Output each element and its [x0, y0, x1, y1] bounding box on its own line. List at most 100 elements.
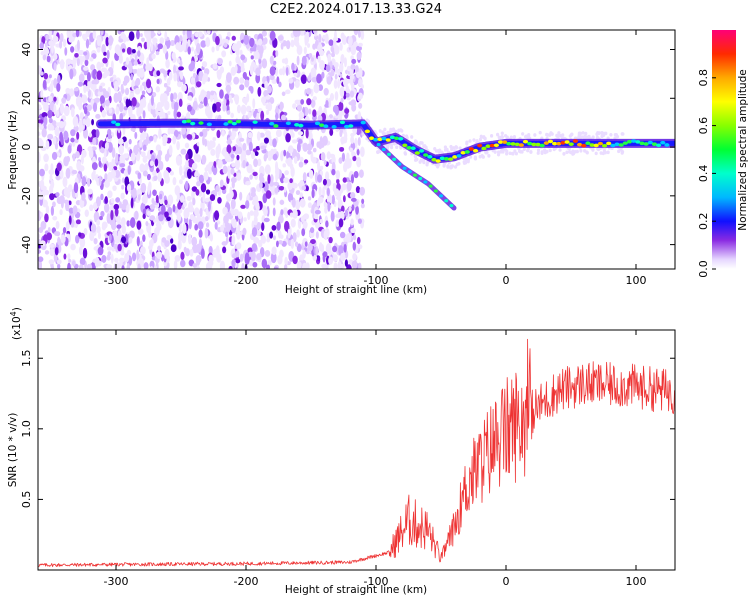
noise-speck — [173, 259, 178, 269]
noise-speck — [45, 140, 50, 150]
noise-speck — [38, 139, 44, 149]
noise-speck — [200, 40, 207, 48]
noise-speck — [283, 264, 288, 269]
noise-speck — [59, 33, 64, 43]
colorbar-tick-label: 0.2 — [697, 212, 710, 230]
noise-speck — [251, 220, 255, 230]
faint-speck — [556, 133, 560, 138]
signal-hotspot — [431, 157, 437, 162]
signal-hotspot — [331, 125, 337, 129]
noise-speck — [91, 79, 97, 85]
noise-speck — [157, 30, 161, 35]
noise-speck — [171, 51, 176, 60]
faint-speck — [468, 139, 472, 143]
noise-speck — [292, 232, 297, 243]
noise-speck — [242, 227, 247, 236]
noise-speck — [72, 205, 78, 215]
noise-speck — [75, 219, 81, 225]
noise-speck — [305, 128, 309, 139]
noise-speck — [325, 243, 332, 255]
noise-speck — [335, 219, 340, 227]
noise-speck — [340, 136, 344, 145]
noise-speck — [201, 154, 207, 165]
noise-speck — [170, 238, 174, 244]
noise-speck — [64, 47, 68, 56]
signal-hotspot — [273, 124, 279, 128]
secondary-hotspot — [444, 199, 449, 203]
noise-speck — [178, 98, 183, 107]
noise-speck — [98, 175, 102, 187]
noise-speck — [258, 181, 263, 189]
signal-hotspot — [294, 123, 300, 127]
signal-hotspot — [510, 142, 516, 146]
faint-speck — [548, 148, 552, 153]
noise-speck — [104, 179, 110, 188]
noise-speck — [334, 73, 338, 80]
snr-x-tick-label: 100 — [626, 575, 647, 588]
signal-hotspot — [502, 140, 508, 144]
signal-hotspot — [373, 137, 379, 142]
noise-speck — [130, 152, 136, 162]
noise-speck — [242, 159, 247, 169]
noise-speck — [333, 61, 339, 68]
noise-speck — [155, 252, 162, 259]
noise-speck — [288, 77, 294, 84]
noise-speck — [159, 68, 166, 73]
noise-speck — [290, 218, 296, 228]
noise-speck — [216, 253, 222, 263]
noise-speck — [290, 131, 295, 138]
noise-speck — [203, 96, 208, 107]
faint-speck — [381, 130, 385, 135]
noise-speck — [146, 57, 150, 67]
faint-speck — [620, 150, 625, 154]
noise-speck — [351, 260, 358, 269]
faint-speck — [579, 135, 583, 140]
noise-speck — [311, 188, 315, 199]
noise-speck — [76, 58, 80, 67]
noise-speck — [79, 257, 86, 266]
noise-speck — [106, 254, 111, 261]
noise-speck — [120, 83, 124, 93]
noise-speck — [164, 153, 170, 162]
noise-speck — [86, 177, 91, 187]
signal-hotspot — [339, 120, 346, 125]
noise-speck — [131, 48, 136, 54]
noise-speck — [230, 99, 234, 104]
noise-speck — [264, 164, 271, 175]
faint-speck — [567, 149, 572, 154]
noise-speck — [331, 168, 336, 176]
noise-speck — [360, 146, 365, 158]
noise-speck — [209, 233, 214, 242]
faint-speck — [480, 153, 484, 158]
faint-speck — [508, 151, 512, 156]
noise-speck — [130, 217, 136, 229]
noise-speck — [62, 226, 67, 234]
noise-speck — [146, 86, 152, 94]
noise-speck — [349, 147, 353, 153]
noise-speck — [60, 234, 66, 244]
signal-hotspot — [597, 141, 603, 146]
noise-speck — [292, 182, 298, 189]
noise-speck — [156, 101, 163, 112]
noise-speck — [52, 201, 56, 208]
noise-speck — [38, 227, 44, 233]
noise-speck — [149, 215, 156, 221]
spectrogram-y-tick-label: 20 — [20, 91, 33, 105]
noise-speck — [328, 236, 333, 244]
faint-speck — [454, 145, 459, 150]
noise-speck — [256, 253, 262, 261]
noise-speck — [163, 169, 169, 180]
noise-speck — [66, 188, 71, 199]
faint-speck — [536, 148, 541, 153]
noise-speck — [221, 50, 227, 58]
noise-speck — [247, 131, 253, 139]
noise-speck — [90, 64, 96, 71]
noise-speck — [221, 148, 226, 156]
signal-hotspot — [418, 149, 425, 153]
noise-speck — [164, 100, 170, 111]
noise-speck — [155, 194, 159, 204]
noise-speck — [258, 63, 262, 70]
noise-speck — [38, 248, 42, 255]
signal-hotspot — [298, 123, 304, 128]
